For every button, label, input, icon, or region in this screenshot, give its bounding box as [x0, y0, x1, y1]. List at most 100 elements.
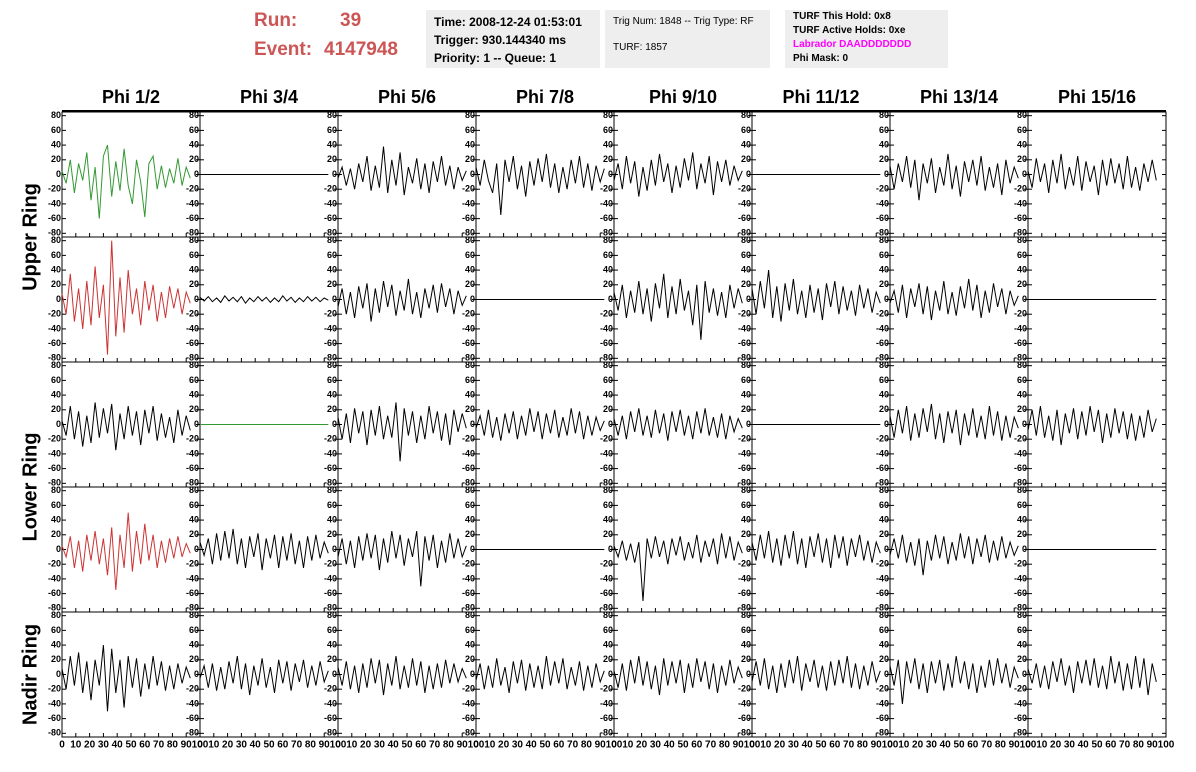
panel-frame	[889, 111, 1029, 238]
y-tick-label: -40	[462, 323, 475, 333]
y-tick-label: 0	[194, 419, 199, 429]
x-tick-label: 100	[468, 740, 485, 751]
x-tick-label: 40	[802, 740, 814, 751]
y-tick-label: -20	[738, 184, 751, 194]
y-tick-label: -40	[738, 323, 751, 333]
y-tick-label: -60	[1014, 463, 1027, 473]
y-tick-label: 0	[746, 294, 751, 304]
y-tick-label: 20	[327, 404, 337, 414]
y-tick-label: 0	[470, 544, 475, 554]
waveform	[475, 656, 605, 693]
y-tick-label: -80	[48, 478, 61, 488]
y-tick-label: 80	[879, 235, 889, 245]
y-tick-label: -80	[48, 603, 61, 613]
y-tick-label: 0	[1022, 544, 1027, 554]
y-tick-label: -80	[1014, 353, 1027, 363]
waveform	[199, 656, 329, 696]
x-tick-label: 70	[843, 740, 855, 751]
y-tick-label: -20	[876, 684, 889, 694]
y-tick-label: -60	[876, 588, 889, 598]
y-tick-label: 20	[465, 279, 475, 289]
y-tick-label: 40	[741, 264, 751, 274]
y-tick-label: 20	[1017, 279, 1027, 289]
y-tick-label: 0	[332, 169, 337, 179]
info-line: Labrador DAADDDDDDD	[793, 39, 912, 50]
y-tick-label: 80	[879, 360, 889, 370]
y-tick-label: -40	[186, 198, 199, 208]
waveform	[751, 531, 881, 568]
y-tick-label: 20	[603, 154, 613, 164]
info-line: Time: 2008-12-24 01:53:01	[434, 15, 582, 29]
x-tick-label: 20	[498, 740, 510, 751]
x-tick-label: 0	[335, 740, 341, 751]
y-tick-label: -20	[462, 309, 475, 319]
x-tick-label: 80	[443, 740, 455, 751]
y-tick-label: 0	[884, 544, 889, 554]
x-tick-label: 80	[305, 740, 317, 751]
row-label: Upper Ring	[19, 183, 41, 291]
y-tick-label: 60	[879, 500, 889, 510]
y-tick-label: 80	[603, 610, 613, 620]
waveform	[337, 146, 467, 196]
column-header: Phi 7/8	[516, 87, 574, 107]
x-tick-label: 20	[222, 740, 234, 751]
y-tick-label: -80	[1014, 603, 1027, 613]
waveform	[889, 403, 1019, 446]
y-tick-label: 0	[56, 169, 61, 179]
x-tick-label: 20	[636, 740, 648, 751]
x-tick-label: 0	[611, 740, 617, 751]
y-tick-label: 20	[465, 529, 475, 539]
y-tick-label: 60	[189, 625, 199, 635]
y-tick-label: -80	[48, 728, 61, 738]
waveform	[199, 528, 329, 571]
y-tick-label: 0	[608, 419, 613, 429]
y-tick-label: 20	[327, 654, 337, 664]
x-tick-label: 20	[774, 740, 786, 751]
y-tick-label: 60	[465, 375, 475, 385]
y-tick-label: -60	[48, 463, 61, 473]
waveform	[475, 153, 605, 215]
y-tick-label: 80	[603, 485, 613, 495]
y-tick-label: -20	[48, 184, 61, 194]
y-tick-label: -40	[600, 698, 613, 708]
y-tick-label: 0	[194, 169, 199, 179]
x-tick-label: 70	[705, 740, 717, 751]
y-tick-label: 80	[465, 485, 475, 495]
row-label: Nadir Ring	[19, 624, 41, 725]
x-tick-label: 40	[250, 740, 262, 751]
y-tick-label: 40	[189, 514, 199, 524]
y-tick-label: -40	[186, 323, 199, 333]
y-tick-label: 20	[1017, 654, 1027, 664]
waveform	[337, 656, 467, 696]
panel-frame	[337, 236, 477, 363]
y-tick-label: 0	[56, 669, 61, 679]
y-tick-label: 40	[741, 389, 751, 399]
waveform	[1027, 656, 1157, 696]
x-tick-label: 70	[429, 740, 441, 751]
row-label: Lower Ring	[19, 433, 41, 542]
y-tick-label: -80	[462, 478, 475, 488]
panel-frame	[1027, 111, 1167, 238]
x-tick-label: 70	[981, 740, 993, 751]
y-tick-label: -20	[876, 309, 889, 319]
y-tick-label: 0	[746, 419, 751, 429]
y-tick-label: 20	[189, 529, 199, 539]
y-tick-label: -80	[600, 353, 613, 363]
y-tick-label: 80	[1017, 235, 1027, 245]
y-tick-label: 80	[741, 360, 751, 370]
x-tick-label: 50	[539, 740, 551, 751]
y-tick-label: -80	[600, 478, 613, 488]
info-line: TURF Active Holds: 0xe	[793, 25, 906, 36]
y-tick-label: 0	[194, 544, 199, 554]
y-tick-label: 60	[465, 125, 475, 135]
run-label: Run:	[254, 10, 298, 31]
x-tick-label: 10	[898, 740, 910, 751]
x-tick-label: 20	[1050, 740, 1062, 751]
x-tick-label: 80	[857, 740, 869, 751]
y-tick-label: 40	[465, 139, 475, 149]
x-tick-label: 80	[581, 740, 593, 751]
y-tick-label: 40	[465, 389, 475, 399]
panel-frame	[889, 486, 1029, 613]
y-tick-label: -60	[186, 588, 199, 598]
